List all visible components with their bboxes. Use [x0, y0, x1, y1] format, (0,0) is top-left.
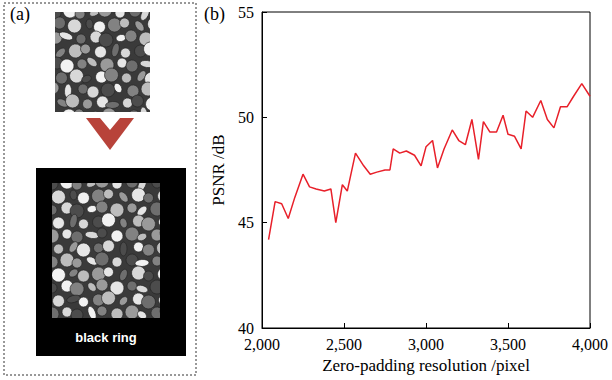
svg-text:50: 50 — [238, 109, 254, 126]
svg-text:3,500: 3,500 — [490, 336, 526, 353]
svg-text:3,000: 3,000 — [408, 336, 444, 353]
svg-text:45: 45 — [238, 214, 254, 231]
svg-text:2,500: 2,500 — [326, 336, 362, 353]
svg-text:2,000: 2,000 — [244, 336, 280, 353]
html-text:(b): (b) — [204, 4, 225, 24]
svg-text:4,000: 4,000 — [572, 336, 608, 353]
svg-text:55: 55 — [238, 4, 254, 21]
svg-text:40: 40 — [238, 320, 254, 337]
svg-text:black ring: black ring — [75, 330, 136, 345]
svg-text:PSNR /dB: PSNR /dB — [209, 134, 228, 205]
svg-text:(a): (a) — [10, 4, 30, 25]
svg-text:Zero-padding resolution /pixel: Zero-padding resolution /pixel — [322, 356, 530, 375]
